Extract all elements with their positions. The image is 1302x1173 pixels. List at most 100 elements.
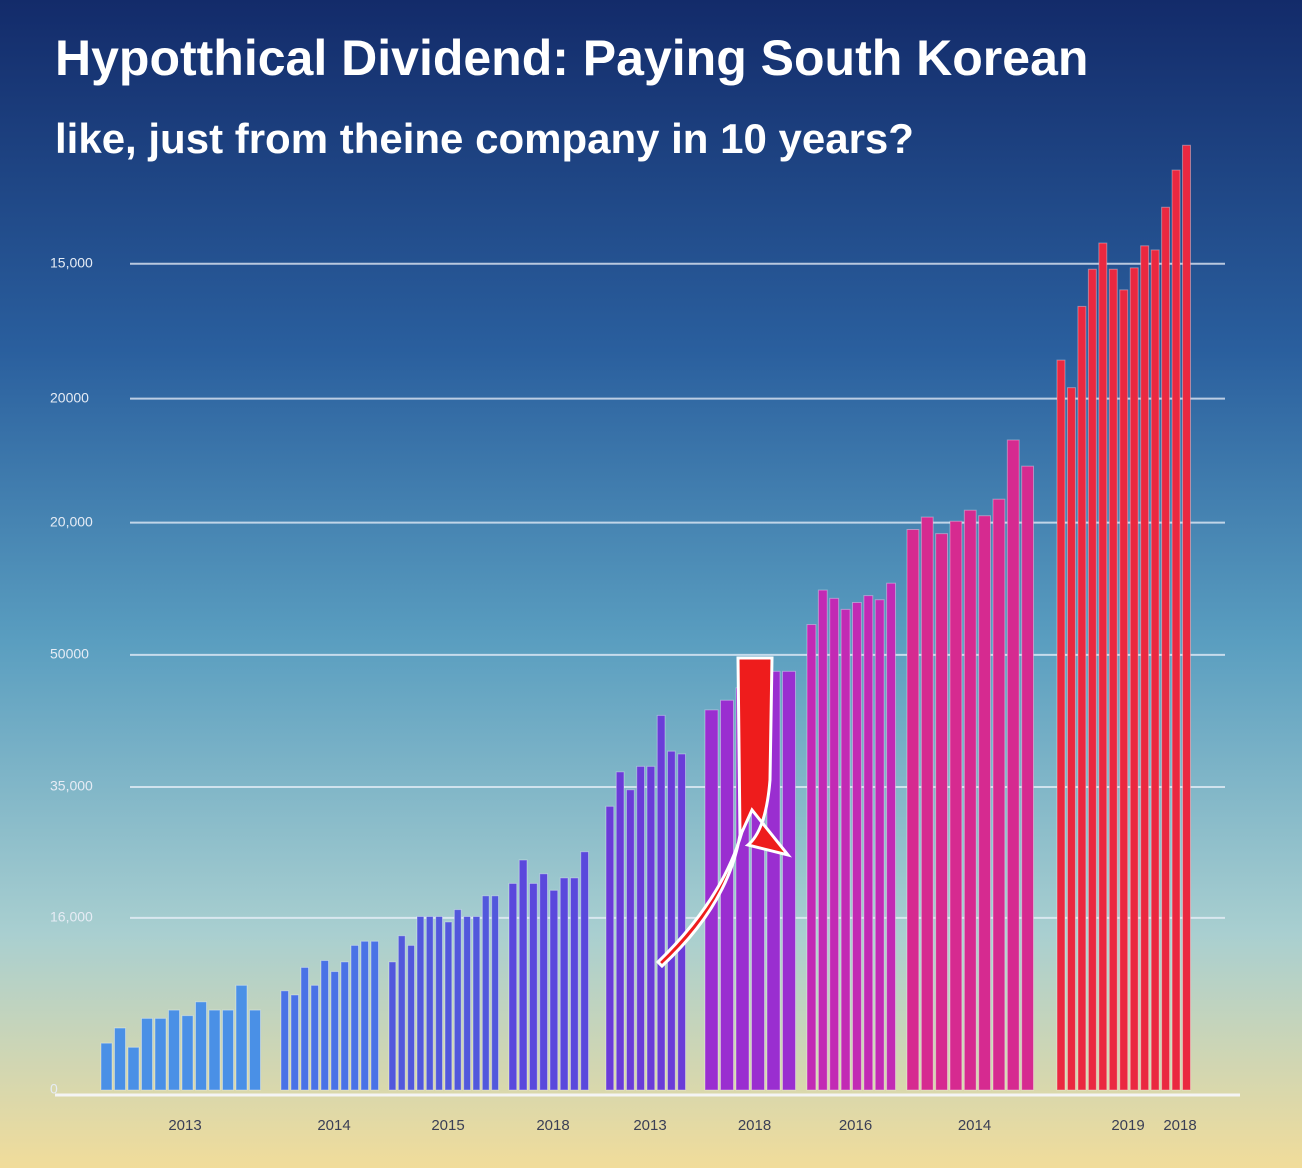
bar	[388, 961, 397, 1091]
bar	[549, 889, 559, 1091]
x-tick-label: 2016	[839, 1117, 872, 1134]
bar	[935, 533, 949, 1091]
bar	[963, 509, 977, 1091]
bar	[114, 1027, 126, 1091]
y-tick-label: 35,000	[50, 778, 93, 794]
bar	[1087, 268, 1097, 1091]
bar	[100, 1042, 113, 1091]
chart-title: Hypotthical Dividend: Paying South Korea…	[55, 30, 1088, 86]
bar	[852, 601, 862, 1091]
y-tick-label: 20000	[50, 389, 89, 405]
bar	[817, 589, 828, 1091]
bar	[863, 595, 874, 1091]
bar	[370, 940, 379, 1091]
bar	[782, 670, 796, 1091]
bar	[656, 714, 666, 1091]
bar	[1119, 289, 1129, 1091]
x-tick-label: 2018	[1163, 1117, 1196, 1134]
x-tick-label: 2018	[738, 1117, 771, 1134]
bar	[874, 599, 885, 1091]
bar	[518, 859, 528, 1091]
x-tick-label: 2019	[1111, 1117, 1144, 1134]
bar	[508, 882, 518, 1091]
bar	[397, 935, 406, 1091]
x-tick-label: 2014	[958, 1117, 991, 1134]
bar	[425, 915, 434, 1091]
bar	[1182, 144, 1191, 1091]
bar	[407, 944, 415, 1091]
bar	[1098, 242, 1108, 1091]
x-tick-label: 2018	[536, 1117, 569, 1134]
bar	[1006, 439, 1020, 1091]
bar	[168, 1009, 180, 1091]
bar	[829, 597, 840, 1091]
x-tick-label: 2014	[317, 1117, 350, 1134]
bar	[626, 789, 635, 1091]
bar	[310, 984, 319, 1091]
bar	[539, 873, 548, 1091]
x-tick-label: 2013	[633, 1117, 666, 1134]
bar	[249, 1009, 261, 1091]
bar	[340, 961, 349, 1091]
bar	[677, 753, 686, 1091]
bar	[1077, 305, 1087, 1091]
bar	[416, 915, 425, 1091]
x-tick-label: 2015	[431, 1117, 464, 1134]
bar	[280, 990, 289, 1091]
bar	[667, 750, 676, 1091]
bar	[127, 1046, 140, 1091]
bar	[605, 805, 615, 1091]
bar	[906, 529, 920, 1091]
bar	[320, 960, 329, 1091]
bar	[1066, 387, 1076, 1091]
bar	[1140, 245, 1150, 1091]
y-tick-label: 50000	[50, 646, 89, 662]
bar	[491, 895, 499, 1091]
bar	[481, 895, 490, 1091]
bar	[615, 771, 625, 1091]
bar	[1108, 268, 1118, 1091]
chart-subtitle: like, just from theine company in 10 yea…	[55, 115, 914, 162]
bar	[300, 966, 309, 1091]
bar	[350, 944, 359, 1091]
bar	[559, 877, 569, 1091]
bar	[208, 1009, 221, 1091]
bar	[290, 994, 299, 1091]
bar	[949, 520, 963, 1091]
y-tick-label: 20,000	[50, 513, 93, 529]
bar	[1150, 249, 1160, 1091]
bar	[141, 1017, 153, 1091]
bar	[235, 984, 248, 1091]
bar	[463, 915, 471, 1091]
bar	[330, 971, 339, 1091]
bar	[360, 940, 369, 1091]
bar	[1021, 465, 1035, 1091]
bar	[840, 608, 851, 1091]
bar	[195, 1001, 207, 1091]
bar	[181, 1015, 194, 1091]
bar	[992, 498, 1006, 1091]
x-tick-label: 2013	[168, 1117, 201, 1134]
bar	[222, 1009, 234, 1091]
bar	[154, 1017, 167, 1091]
bar	[1056, 359, 1066, 1091]
bar	[646, 765, 656, 1091]
bar	[472, 915, 481, 1091]
annotation-arrow	[655, 656, 792, 969]
bar	[886, 582, 896, 1091]
bar	[580, 851, 589, 1091]
bar	[806, 624, 817, 1091]
bar	[978, 515, 992, 1091]
bar	[1161, 206, 1171, 1091]
bar	[453, 909, 462, 1091]
y-tick-label: 0	[50, 1081, 58, 1097]
bar	[570, 877, 579, 1091]
bar	[529, 882, 538, 1091]
y-tick-label: 16,000	[50, 909, 93, 925]
bar	[720, 699, 734, 1091]
bar	[1171, 169, 1181, 1091]
bar	[1129, 267, 1139, 1091]
bar	[444, 921, 453, 1091]
bar	[636, 765, 645, 1091]
